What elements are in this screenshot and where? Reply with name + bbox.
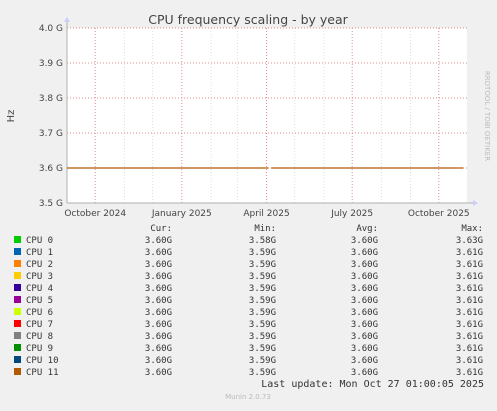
rrdtool-watermark: RRDTOOL / TOBI OETIKER (483, 71, 491, 161)
legend-series-name: CPU 8 (26, 332, 53, 342)
legend-cur-value: 3.60G (145, 320, 172, 330)
legend-swatch (14, 248, 21, 255)
legend-max-value: 3.61G (456, 332, 483, 342)
legend-max-value: 3.61G (456, 356, 483, 366)
legend-min-value: 3.59G (249, 296, 276, 306)
legend-cur-value: 3.60G (145, 260, 172, 270)
legend-series-name: CPU 7 (26, 320, 53, 330)
legend-max-value: 3.61G (456, 320, 483, 330)
munin-version: Munin 2.0.73 (225, 393, 271, 401)
legend-series-name: CPU 11 (26, 368, 59, 378)
legend-avg-value: 3.60G (351, 368, 378, 378)
legend-series-name: CPU 5 (26, 296, 53, 306)
legend-min-value: 3.59G (249, 308, 276, 318)
legend-cur-value: 3.60G (145, 296, 172, 306)
legend-avg-value: 3.60G (351, 332, 378, 342)
x-tick-label: April 2025 (243, 209, 289, 219)
legend-series-name: CPU 0 (26, 236, 53, 246)
legend-swatch (14, 284, 21, 291)
legend-max-value: 3.61G (456, 272, 483, 282)
legend-series-name: CPU 2 (26, 260, 53, 270)
legend-min-value: 3.59G (249, 272, 276, 282)
y-tick-label: 3.5 G (39, 199, 63, 209)
legend-series-name: CPU 3 (26, 272, 53, 282)
legend-max-value: 3.61G (456, 248, 483, 258)
legend-swatch (14, 356, 21, 363)
legend-avg-value: 3.60G (351, 356, 378, 366)
y-axis-label: Hz (6, 110, 17, 123)
legend-avg-value: 3.60G (351, 296, 378, 306)
x-axis-arrow (473, 200, 478, 206)
legend-min-value: 3.59G (249, 356, 276, 366)
legend-max-value: 3.61G (456, 296, 483, 306)
legend-avg-value: 3.60G (351, 272, 378, 282)
legend-max-value: 3.61G (456, 344, 483, 354)
legend-header-max: Max: (461, 224, 483, 234)
legend-cur-value: 3.60G (145, 368, 172, 378)
legend-cur-value: 3.60G (145, 248, 172, 258)
legend-swatch (14, 332, 21, 339)
legend-header-cur: Cur: (150, 224, 172, 234)
x-tick-label: October 2025 (408, 209, 470, 219)
legend-swatch (14, 236, 21, 243)
legend-cur-value: 3.60G (145, 332, 172, 342)
legend-series-name: CPU 10 (26, 356, 59, 366)
legend-min-value: 3.59G (249, 344, 276, 354)
y-tick-label: 4.0 G (39, 24, 63, 34)
legend-avg-value: 3.60G (351, 260, 378, 270)
y-tick-label: 3.6 G (39, 164, 63, 174)
legend-max-value: 3.61G (456, 260, 483, 270)
legend-swatch (14, 368, 21, 375)
y-tick-label: 3.7 G (39, 129, 63, 139)
legend-cur-value: 3.60G (145, 344, 172, 354)
legend-min-value: 3.59G (249, 284, 276, 294)
legend-avg-value: 3.60G (351, 236, 378, 246)
legend-avg-value: 3.60G (351, 344, 378, 354)
chart-title: CPU frequency scaling - by year (148, 12, 348, 27)
legend-max-value: 3.61G (456, 308, 483, 318)
legend-min-value: 3.58G (249, 236, 276, 246)
legend-max-value: 3.63G (456, 236, 483, 246)
last-update: Last update: Mon Oct 27 01:00:05 2025 (261, 379, 484, 390)
legend-avg-value: 3.60G (351, 284, 378, 294)
legend-max-value: 3.61G (456, 368, 483, 378)
legend-swatch (14, 296, 21, 303)
legend-max-value: 3.61G (456, 284, 483, 294)
legend-cur-value: 3.60G (145, 284, 172, 294)
legend-swatch (14, 344, 21, 351)
y-tick-label: 3.8 G (39, 94, 63, 104)
legend-series-name: CPU 1 (26, 248, 53, 258)
legend-header-avg: Avg: (356, 224, 378, 234)
legend-min-value: 3.59G (249, 368, 276, 378)
y-axis-arrow (64, 17, 70, 22)
legend-min-value: 3.59G (249, 248, 276, 258)
legend-swatch (14, 272, 21, 279)
legend-cur-value: 3.60G (145, 236, 172, 246)
legend-cur-value: 3.60G (145, 272, 172, 282)
x-tick-label: July 2025 (330, 209, 373, 219)
legend-header-min: Min: (254, 224, 276, 234)
legend-avg-value: 3.60G (351, 308, 378, 318)
y-tick-label: 3.9 G (39, 59, 63, 69)
x-tick-label: January 2025 (151, 209, 212, 219)
legend-cur-value: 3.60G (145, 308, 172, 318)
legend-avg-value: 3.60G (351, 320, 378, 330)
x-tick-label: October 2024 (64, 209, 126, 219)
legend-min-value: 3.59G (249, 260, 276, 270)
legend-min-value: 3.59G (249, 332, 276, 342)
legend-min-value: 3.59G (249, 320, 276, 330)
legend-avg-value: 3.60G (351, 248, 378, 258)
legend-swatch (14, 320, 21, 327)
legend-swatch (14, 308, 21, 315)
legend-series-name: CPU 9 (26, 344, 53, 354)
legend-swatch (14, 260, 21, 267)
legend-series-name: CPU 6 (26, 308, 53, 318)
legend-series-name: CPU 4 (26, 284, 53, 294)
legend-cur-value: 3.60G (145, 356, 172, 366)
